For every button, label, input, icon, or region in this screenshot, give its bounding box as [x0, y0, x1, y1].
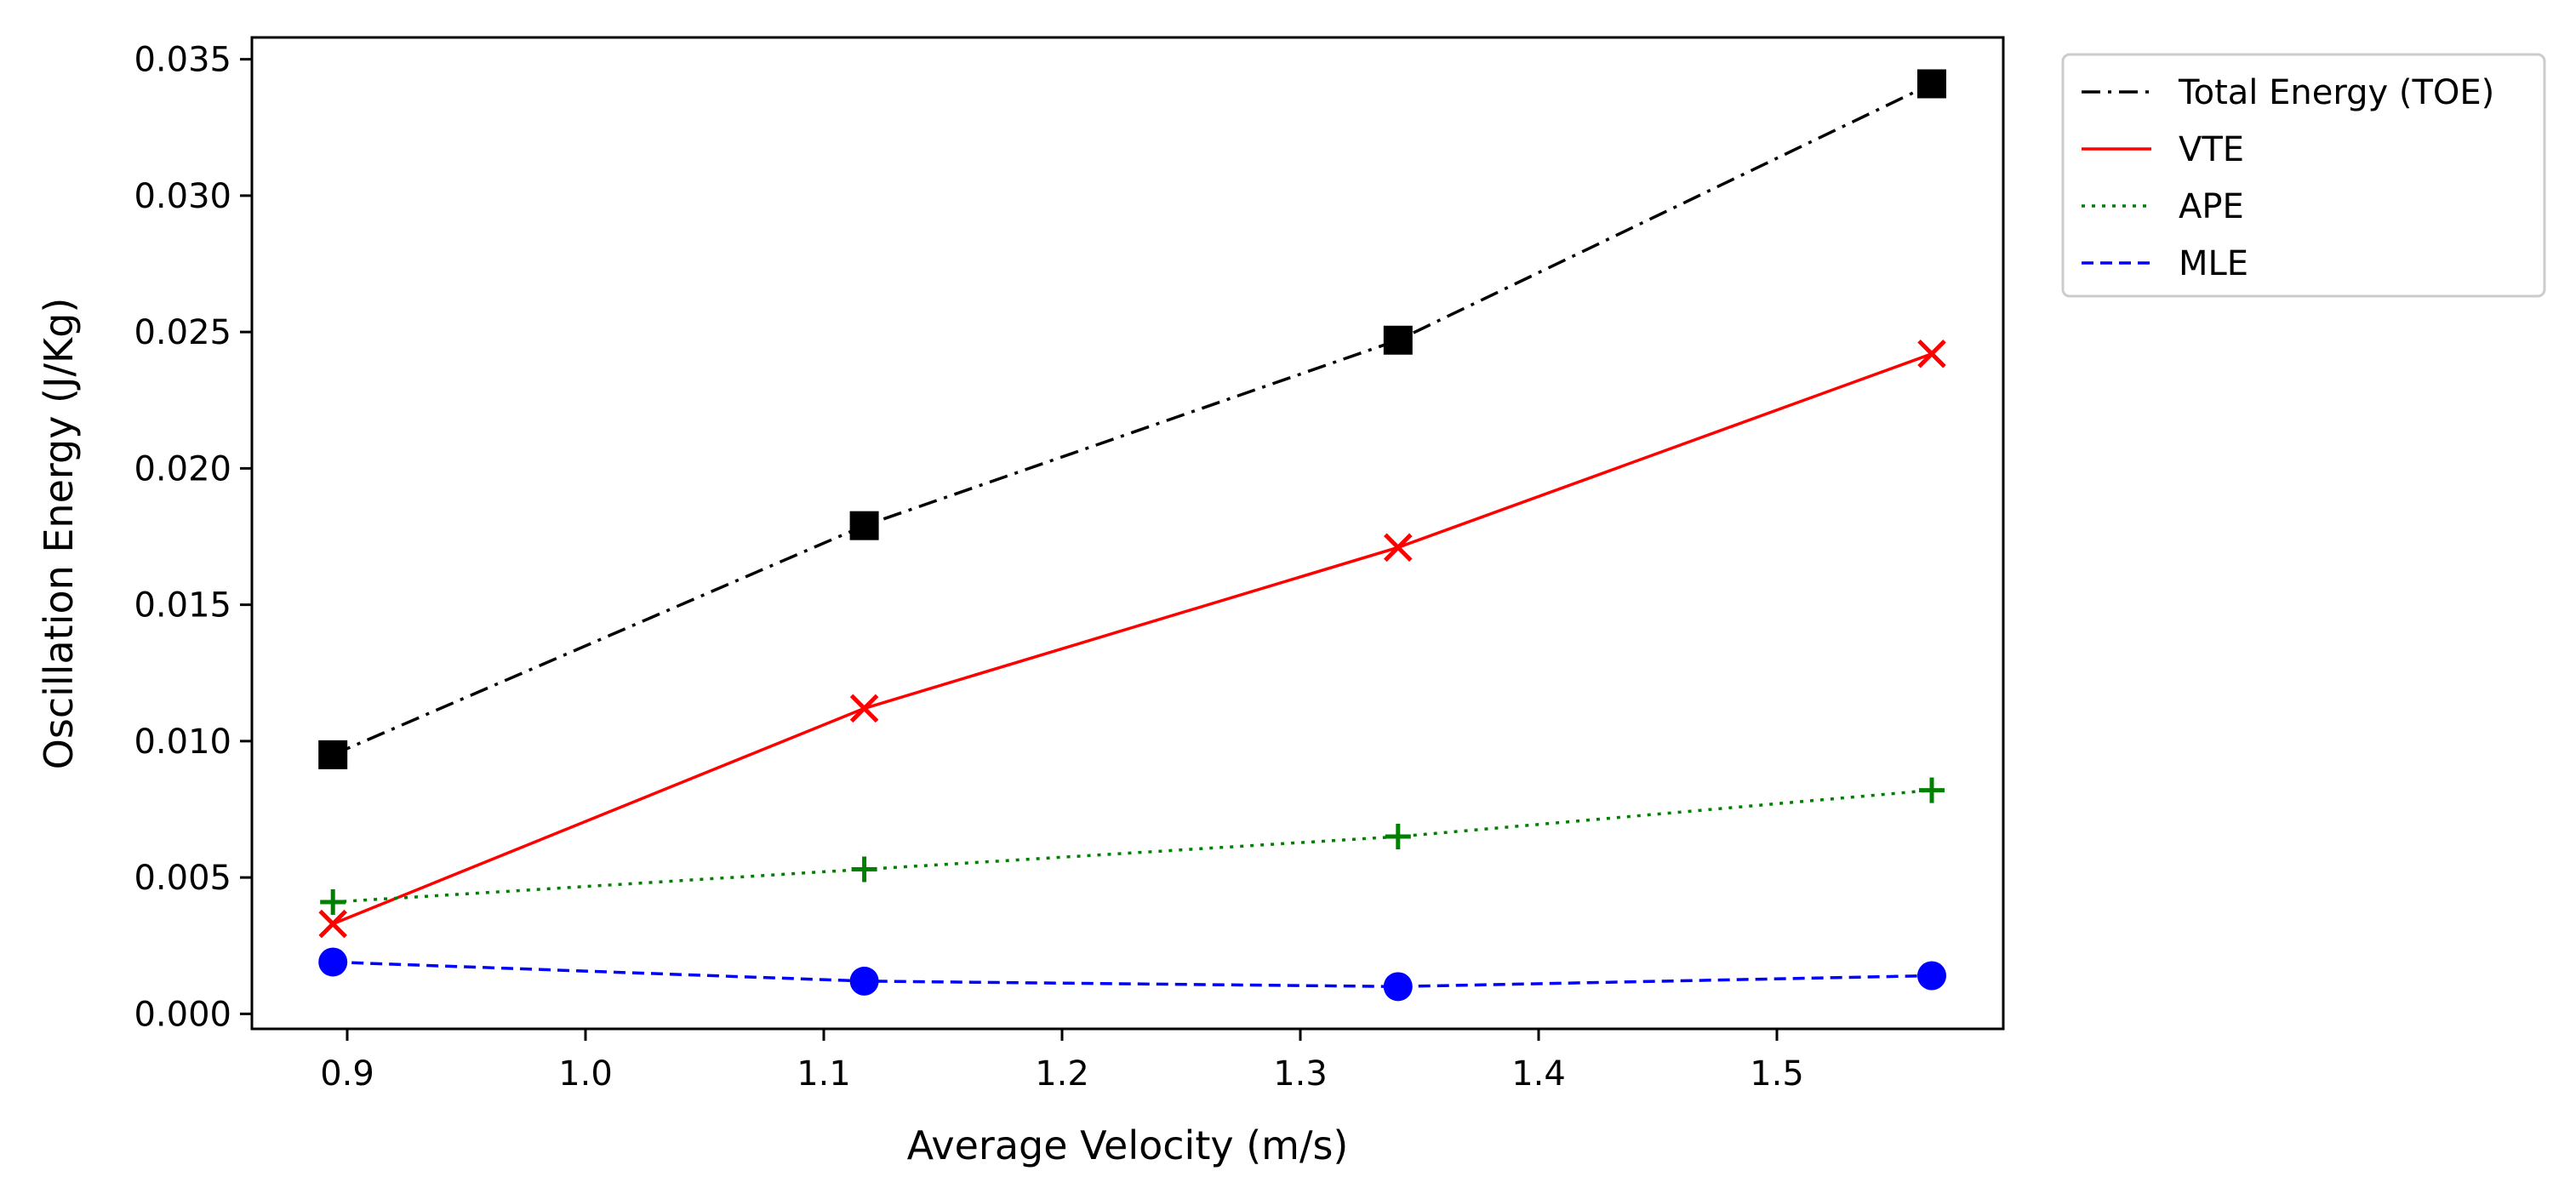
series-layer	[318, 69, 1946, 1002]
y-tick-label: 0.015	[134, 586, 231, 625]
data-point-marker	[849, 966, 879, 996]
data-point-marker	[1917, 69, 1946, 99]
x-tick-label: 0.9	[320, 1054, 374, 1094]
series-line	[332, 82, 1933, 757]
x-tick-label: 1.1	[797, 1054, 851, 1094]
data-point-marker	[1919, 777, 1945, 803]
data-point-marker	[1383, 325, 1413, 355]
data-point-marker	[849, 511, 879, 540]
x-tick-label: 1.4	[1511, 1054, 1566, 1094]
x-axis-title: Average Velocity (m/s)	[907, 1122, 1349, 1168]
legend-item: VTE	[2082, 130, 2244, 169]
series-line	[333, 960, 1933, 989]
data-point-marker	[1384, 533, 1413, 563]
y-tick-label: 0.005	[134, 859, 231, 898]
series-total-energy-toe	[318, 69, 1946, 769]
y-tick-label: 0.010	[134, 723, 231, 762]
y-axis: 0.000 0.005 0.010 0.015 0.020 0.025 0.030 0.035	[134, 41, 252, 1034]
y-tick-label: 0.030	[134, 177, 231, 216]
data-point-marker	[320, 888, 346, 915]
plot-frame	[250, 36, 2005, 1031]
data-point-marker	[851, 856, 877, 882]
legend-frame	[2061, 53, 2546, 298]
x-tick-label: 1.2	[1035, 1054, 1089, 1094]
data-point-marker	[318, 947, 348, 977]
legend-label: VTE	[2179, 130, 2244, 169]
legend-label: APE	[2179, 187, 2244, 226]
y-tick-label: 0.000	[134, 995, 231, 1034]
series-vte	[318, 340, 1946, 939]
data-point-marker	[1385, 824, 1411, 850]
data-point-marker	[1917, 340, 1946, 368]
y-tick-label: 0.035	[134, 41, 231, 80]
x-tick-label: 1.5	[1750, 1054, 1804, 1094]
y-axis-title: Oscillation Energy (J/Kg)	[36, 298, 82, 770]
data-point-marker	[849, 694, 879, 723]
series-ape	[320, 777, 1945, 915]
data-point-marker	[318, 909, 347, 939]
plot-area	[252, 37, 2003, 1029]
legend-item: MLE	[2082, 244, 2248, 283]
x-axis: 0.9 1.0 1.1 1.2 1.3 1.4 1.5	[320, 1029, 1804, 1094]
legend-label: MLE	[2179, 244, 2248, 283]
series-line	[333, 788, 1933, 904]
data-point-marker	[1917, 961, 1946, 991]
legend: Total Energy (TOE) VTE APE MLE	[2061, 53, 2546, 298]
legend-item: Total Energy (TOE)	[2082, 73, 2494, 112]
data-point-marker	[1383, 972, 1413, 1002]
series-mle	[318, 947, 1946, 1002]
x-tick-label: 1.0	[558, 1054, 613, 1094]
y-tick-label: 0.025	[134, 313, 231, 352]
legend-label: Total Energy (TOE)	[2178, 73, 2494, 112]
data-point-marker	[318, 740, 348, 769]
x-tick-label: 1.3	[1273, 1054, 1328, 1094]
legend-item: APE	[2082, 187, 2244, 226]
series-line	[332, 352, 1933, 926]
y-tick-label: 0.020	[134, 449, 231, 488]
